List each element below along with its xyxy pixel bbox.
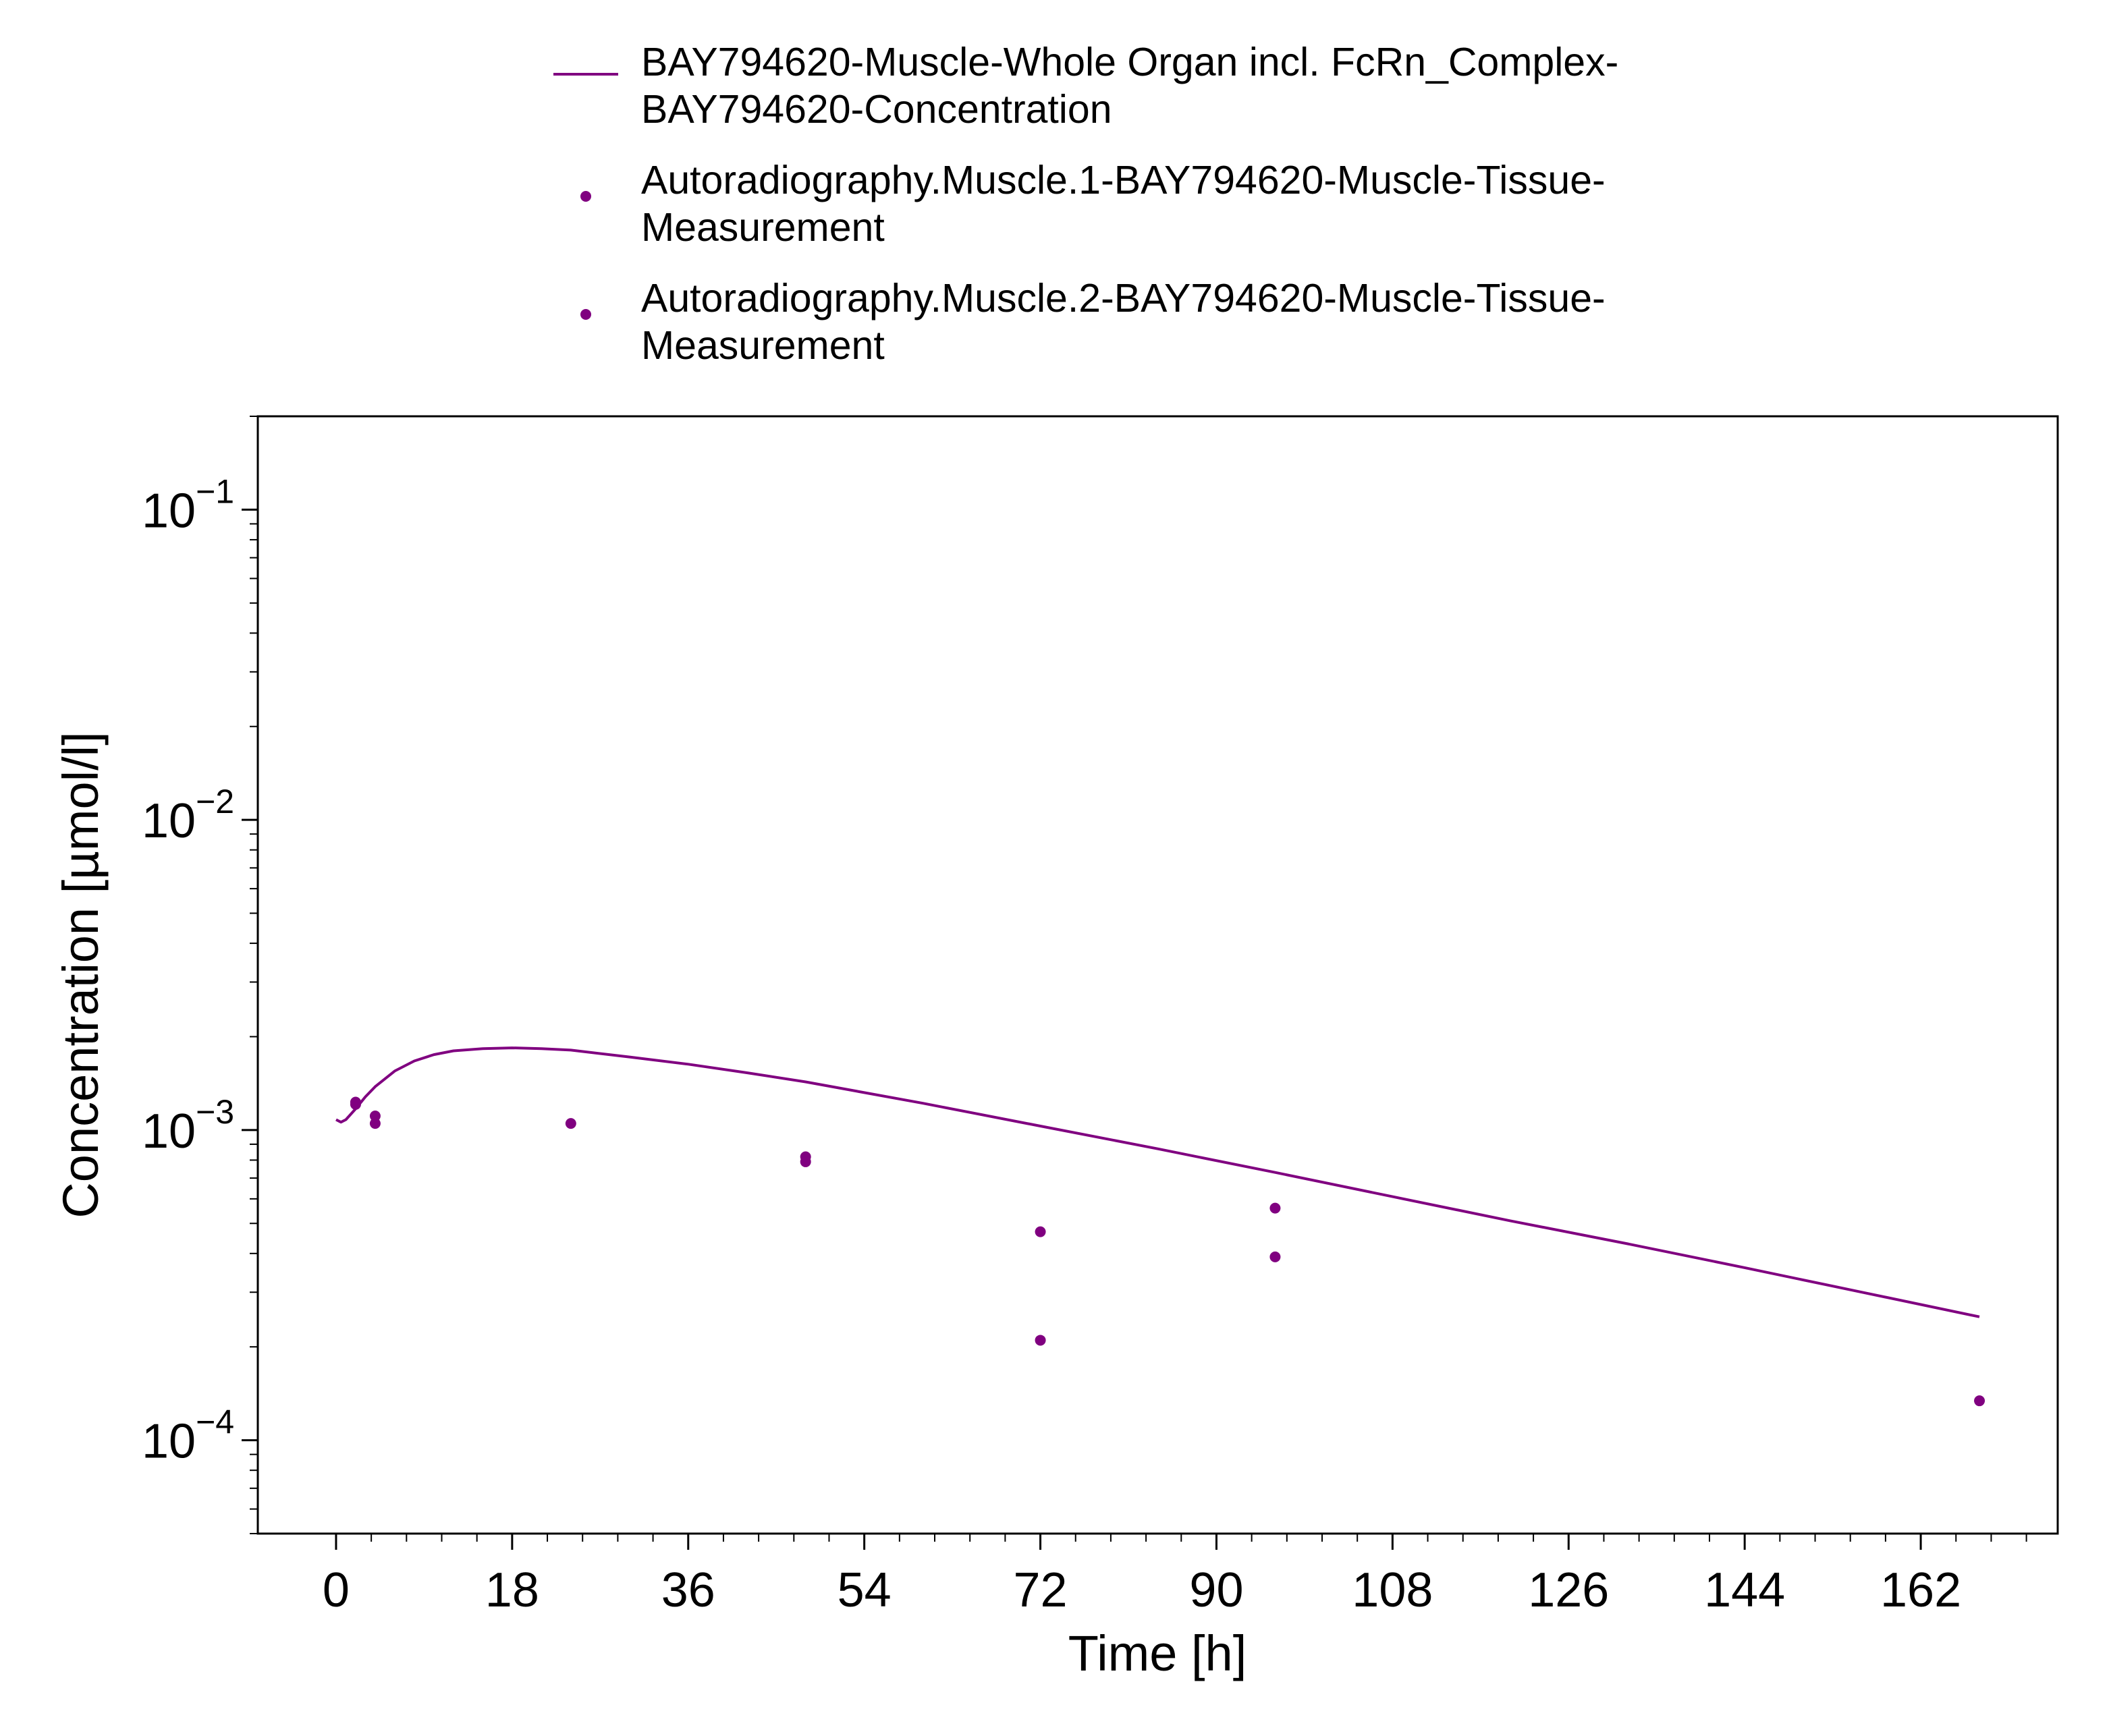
data-point-muscle-2 — [1035, 1335, 1046, 1346]
legend-label-simulation-line-1: BAY794620-Muscle-Whole Organ incl. FcRn_… — [641, 40, 1618, 84]
x-tick-label: 144 — [1704, 1563, 1785, 1617]
series-layer — [335, 1046, 1985, 1407]
y-axis-title: Concentration [µmol/l] — [53, 731, 109, 1218]
legend-label-simulation-line-2: BAY794620-Concentration — [641, 87, 1112, 132]
legend-marker-muscle-1 — [580, 191, 591, 202]
legend-entry-muscle-1: Autoradiography.Muscle.1-BAY794620-Muscl… — [580, 158, 1606, 250]
x-tick-label: 36 — [661, 1563, 715, 1617]
data-point-muscle-1 — [1269, 1202, 1281, 1214]
data-point-muscle-1 — [369, 1111, 381, 1122]
legend-label-muscle-2-line-2: Measurement — [641, 323, 885, 368]
x-tick-label: 0 — [323, 1563, 350, 1617]
x-tick-label: 72 — [1014, 1563, 1068, 1617]
data-point-muscle-1 — [1974, 1395, 1985, 1407]
x-tick-label: 18 — [485, 1563, 539, 1617]
data-point-muscle-2 — [800, 1156, 811, 1167]
x-tick-label: 162 — [1880, 1563, 1961, 1617]
y-tick-label: 10−3 — [142, 1093, 234, 1158]
series-line-simulation — [335, 1046, 1980, 1318]
legend: BAY794620-Muscle-Whole Organ incl. FcRn_… — [553, 40, 1618, 368]
data-point-muscle-2 — [1269, 1251, 1281, 1262]
legend-marker-muscle-2 — [580, 309, 591, 320]
data-point-muscle-2 — [369, 1118, 381, 1129]
legend-label-muscle-1-line-2: Measurement — [641, 205, 885, 250]
y-tick-label: 10−2 — [142, 783, 234, 848]
legend-entry-simulation: BAY794620-Muscle-Whole Organ incl. FcRn_… — [553, 40, 1618, 132]
x-tick-label: 90 — [1189, 1563, 1243, 1617]
legend-entry-muscle-2: Autoradiography.Muscle.2-BAY794620-Muscl… — [580, 276, 1606, 368]
y-axis: 10−4 10−3 10−2 10−1 — [142, 416, 258, 1534]
x-axis-title: Time [h] — [1068, 1625, 1247, 1681]
y-tick-label: 10−4 — [142, 1403, 234, 1469]
y-tick-label: 10−1 — [142, 472, 234, 538]
data-point-muscle-1 — [565, 1118, 576, 1129]
x-tick-label: 54 — [838, 1563, 892, 1617]
plot-area — [256, 415, 2059, 1535]
x-tick-label: 108 — [1352, 1563, 1433, 1617]
legend-label-muscle-1-line-1: Autoradiography.Muscle.1-BAY794620-Muscl… — [641, 158, 1606, 202]
data-point-muscle-2 — [350, 1098, 361, 1110]
legend-label-muscle-2-line-1: Autoradiography.Muscle.2-BAY794620-Muscl… — [641, 276, 1606, 320]
x-tick-label: 126 — [1528, 1563, 1609, 1617]
data-point-muscle-1 — [1035, 1226, 1046, 1237]
x-axis: 0 18 36 54 72 90 108 126 144 162 — [323, 1534, 2027, 1617]
